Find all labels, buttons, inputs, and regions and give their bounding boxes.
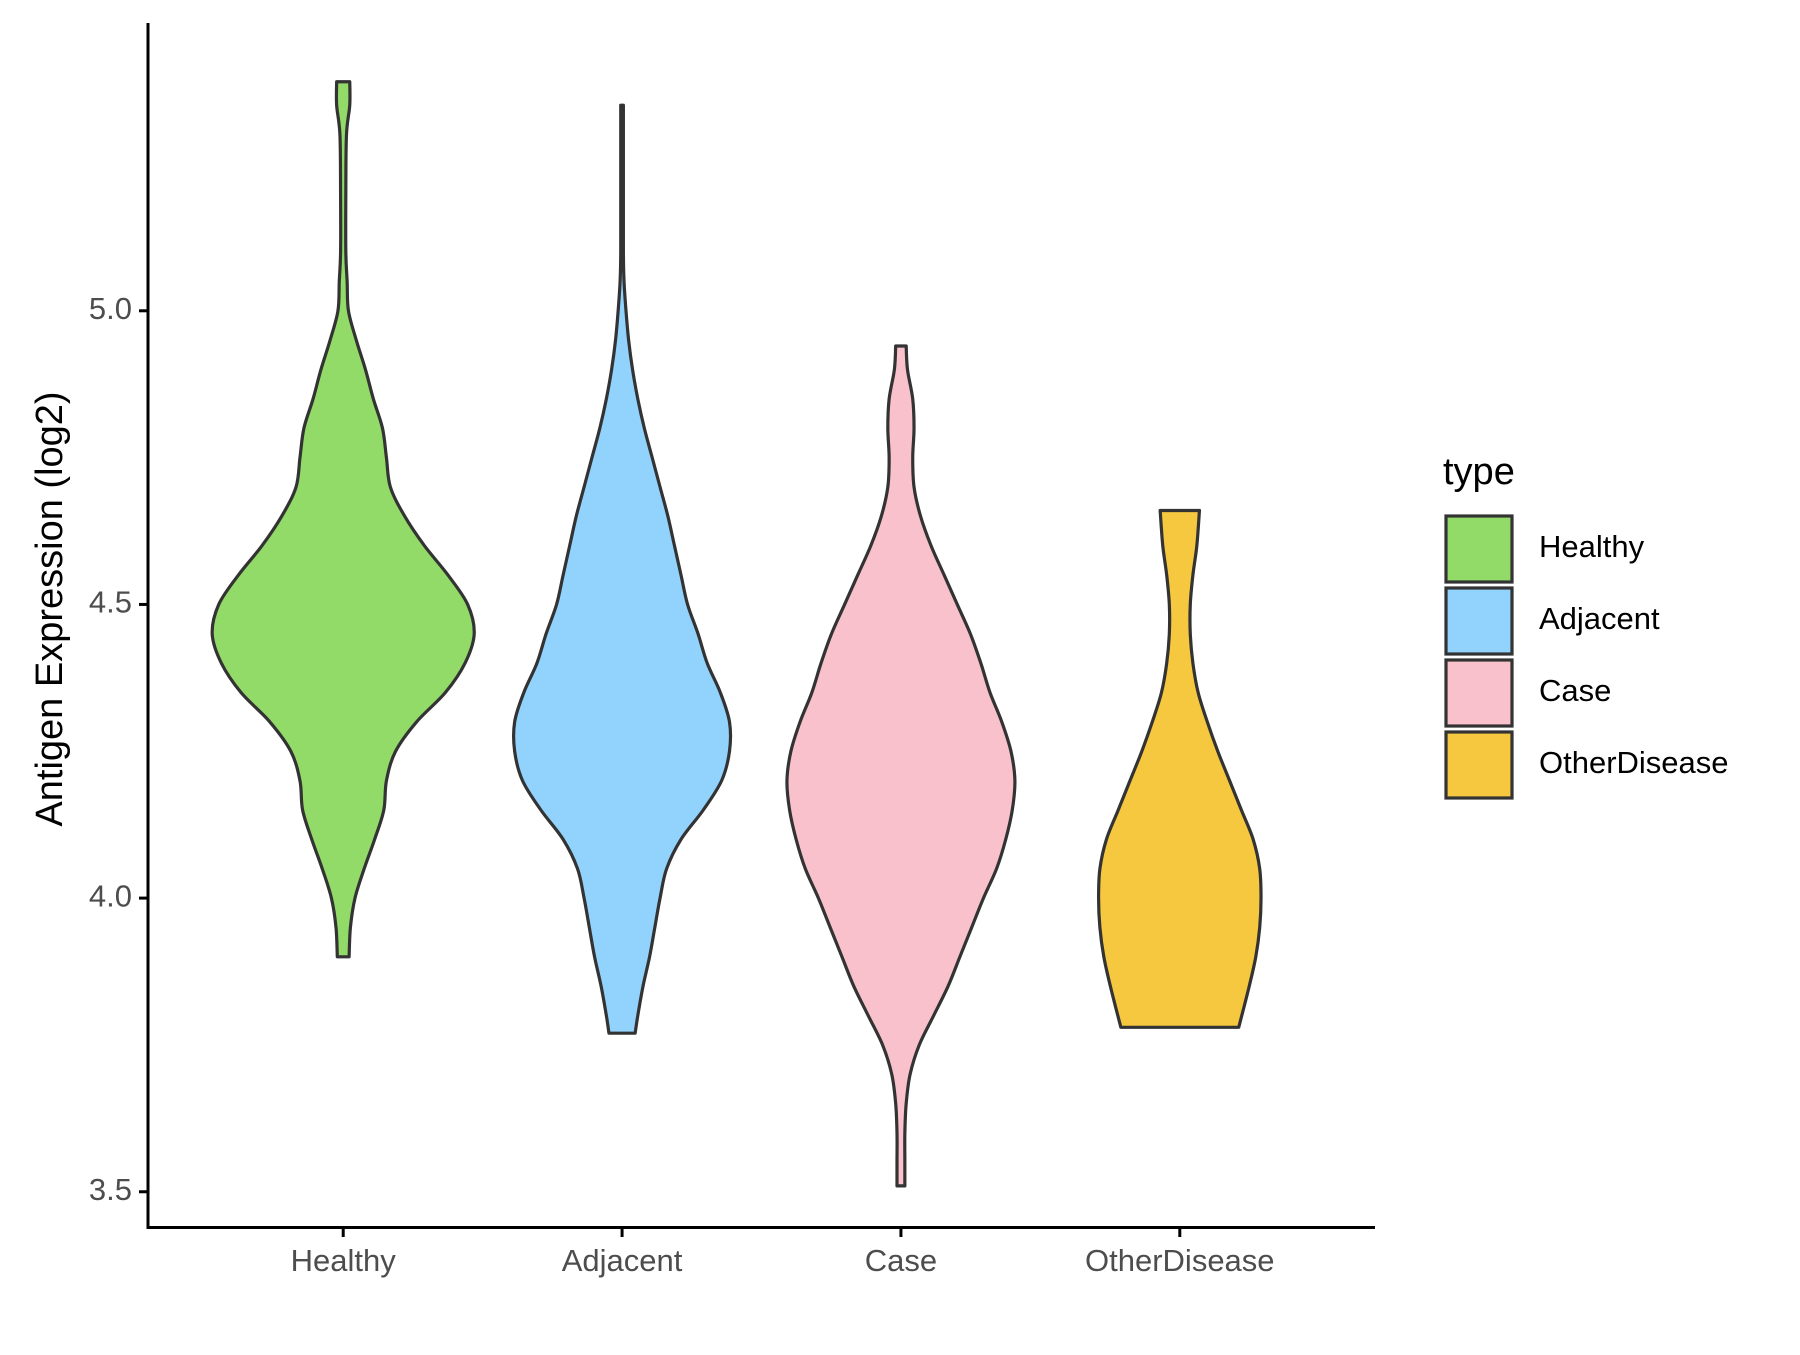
- y-axis-ticks: 3.5 4.0 4.5 5.0: [89, 291, 148, 1207]
- legend-key-case: [1444, 658, 1514, 728]
- axes-layer: 3.5 4.0 4.5 5.0 Healthy Adjacent Case OtherDis…: [29, 23, 1375, 1278]
- violin-case: [785, 344, 1017, 1188]
- legend-title: type: [1443, 451, 1515, 493]
- legend-key-adjacent: [1444, 586, 1514, 656]
- legend: type Healthy Adjacent Case OtherDisease: [1443, 451, 1729, 800]
- y-tick-label: 3.5: [89, 1172, 132, 1207]
- legend-label-healthy: Healthy: [1539, 529, 1645, 564]
- y-axis-title: Antigen Expression (log2): [29, 391, 71, 826]
- violin-healthy: [210, 80, 476, 959]
- x-tick-label-otherdisease: OtherDisease: [1085, 1243, 1275, 1278]
- legend-label-case: Case: [1539, 673, 1611, 708]
- violin-otherdisease: [1096, 508, 1263, 1029]
- legend-label-otherdisease: OtherDisease: [1539, 745, 1729, 780]
- violin-adjacent: [511, 103, 733, 1035]
- legend-key-healthy: [1444, 514, 1514, 584]
- x-tick-label-healthy: Healthy: [291, 1243, 397, 1278]
- legend-items: Healthy Adjacent Case OtherDisease: [1444, 514, 1729, 800]
- y-tick-label: 5.0: [89, 291, 132, 326]
- legend-key-otherdisease: [1444, 730, 1514, 800]
- x-tick-label-adjacent: Adjacent: [562, 1243, 683, 1278]
- y-tick-label: 4.0: [89, 878, 132, 913]
- violins-layer: [210, 80, 1263, 1188]
- x-tick-label-case: Case: [865, 1243, 937, 1278]
- legend-label-adjacent: Adjacent: [1539, 601, 1660, 636]
- x-axis-ticks: Healthy Adjacent Case OtherDisease: [291, 1227, 1275, 1278]
- y-tick-label: 4.5: [89, 585, 132, 620]
